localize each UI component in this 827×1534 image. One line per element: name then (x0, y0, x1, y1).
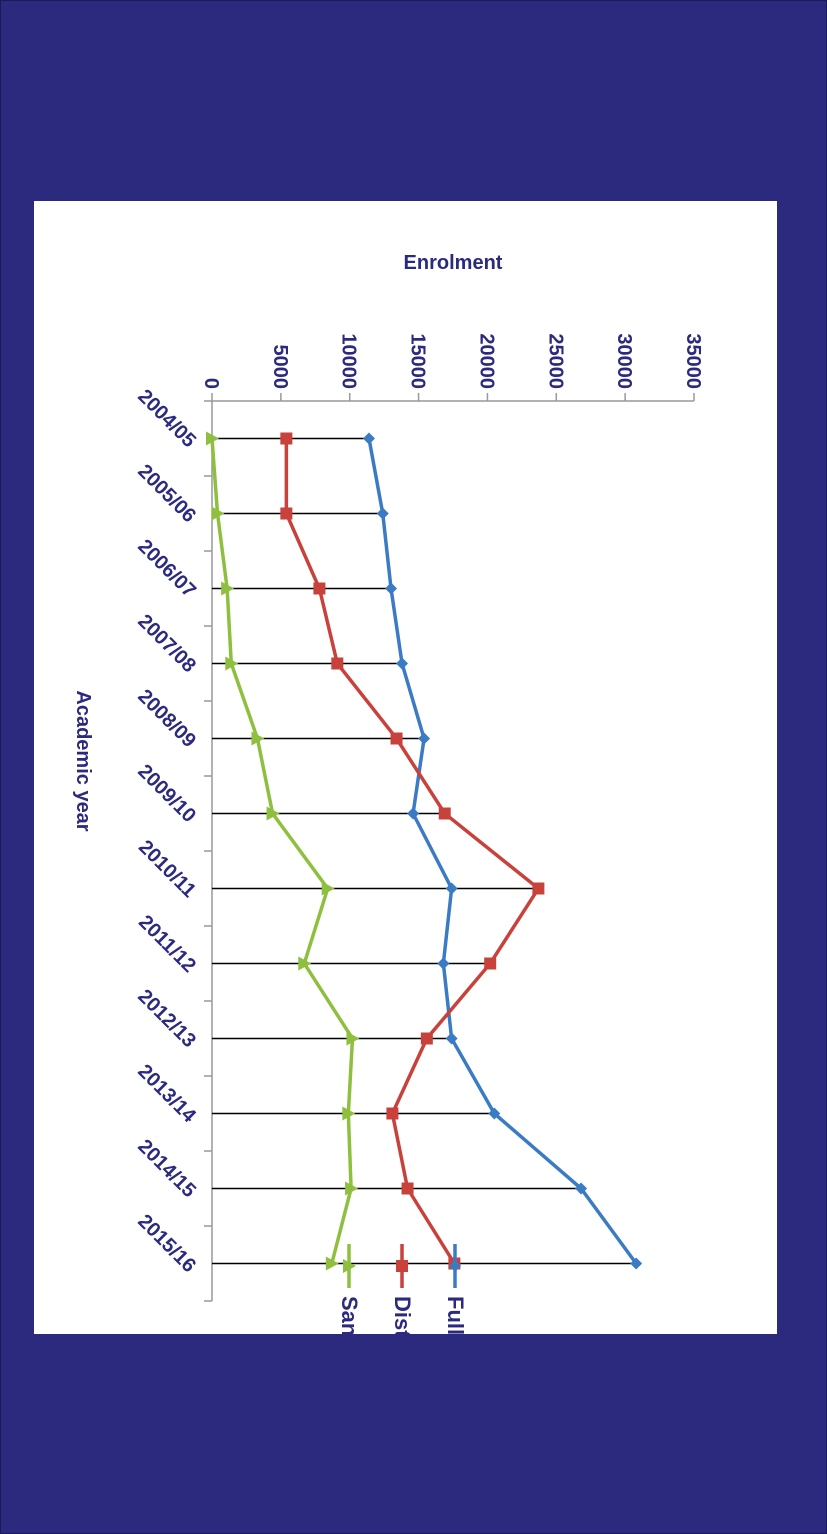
y-axis-title: Enrolment (404, 252, 503, 274)
x-tick-label: 2008/09 (133, 685, 200, 752)
legend-swatch-marker (449, 1260, 461, 1272)
x-tick-label: 2006/07 (133, 535, 200, 602)
legend-item-distance: Distance (390, 1244, 415, 1334)
drop-lines-layer (212, 437, 637, 1265)
series-layer (206, 431, 643, 1271)
data-point-distance (386, 1107, 399, 1120)
x-tick-label: 2011/12 (134, 911, 200, 977)
chart-panel: 0 5000 10000 15000 20000 25000 30000 35000 2004/… (34, 201, 777, 1334)
x-tick-label: 2009/10 (133, 760, 200, 827)
data-point-full-time (385, 582, 398, 595)
axes-layer (204, 393, 695, 1302)
data-point-sandwich (225, 656, 239, 671)
data-point-sandwich (211, 506, 225, 521)
data-point-full-time (437, 957, 450, 970)
data-point-sandwich (345, 1181, 359, 1196)
x-tick-label: 2005/06 (133, 460, 200, 527)
data-point-distance (331, 657, 344, 670)
data-point-full-time (575, 1182, 588, 1195)
x-axis-title: Academic year (72, 690, 94, 831)
y-tick-label: 0 (200, 378, 222, 389)
y-tick-label: 15000 (407, 333, 429, 389)
x-tick-label: 2007/08 (133, 610, 200, 677)
data-point-sandwich (346, 1031, 360, 1046)
series-full-time (362, 432, 643, 1270)
series-distance (280, 432, 545, 1270)
y-tick-label: 10000 (338, 333, 360, 389)
x-tick-label: 2014/15 (133, 1135, 200, 1202)
enrolment-line-chart: 0 5000 10000 15000 20000 25000 30000 35000 2004/… (72, 252, 704, 1334)
legend-swatch-marker (396, 1260, 408, 1272)
y-tick-label: 5000 (269, 345, 291, 390)
legend-item-sandwich: Sandwich (337, 1244, 362, 1334)
chart-rotation-wrapper: 0 5000 10000 15000 20000 25000 30000 35000 2004/… (34, 201, 777, 1334)
data-point-full-time (445, 882, 458, 895)
data-point-distance (280, 507, 293, 520)
data-point-sandwich (206, 431, 219, 446)
data-point-sandwich (298, 956, 312, 971)
data-point-distance (484, 957, 497, 970)
data-point-distance (420, 1032, 433, 1045)
x-tick-label: 2010/11 (134, 836, 200, 902)
legend-swatch-marker (343, 1259, 356, 1273)
x-tick-label: 2012/13 (133, 985, 200, 1052)
y-tick-label: 30000 (613, 333, 635, 389)
data-point-sandwich (221, 581, 235, 596)
data-point-full-time (376, 507, 389, 520)
legend-label: Distance (390, 1296, 415, 1334)
data-point-full-time (418, 732, 431, 745)
y-tick-label: 20000 (475, 333, 497, 389)
data-point-distance (438, 807, 451, 820)
data-point-sandwich (325, 1256, 339, 1271)
series-line-distance (284, 438, 541, 1265)
legend-label: Sandwich (337, 1296, 362, 1334)
data-point-distance (401, 1182, 414, 1195)
legend-label: Full-time (443, 1296, 468, 1334)
y-tick-label: 35000 (682, 333, 704, 389)
y-tick-label: 25000 (544, 333, 566, 389)
data-point-full-time (396, 657, 409, 670)
x-tick-label: 2015/16 (133, 1210, 200, 1277)
x-tick-label: 2004/05 (133, 385, 200, 452)
data-point-full-time (445, 1032, 458, 1045)
series-line-sandwich (210, 438, 355, 1264)
series-sandwich (206, 431, 360, 1271)
data-point-distance (280, 432, 293, 445)
data-point-sandwich (321, 881, 335, 896)
data-point-sandwich (251, 731, 265, 746)
data-point-sandwich (266, 806, 280, 821)
series-line-full-time (367, 438, 638, 1265)
data-point-distance (532, 882, 545, 895)
tick-labels-layer: 0 5000 10000 15000 20000 25000 30000 35000 2004/… (133, 333, 704, 1277)
legend-item-full-time: Full-time (443, 1244, 468, 1334)
x-tick-label: 2013/14 (133, 1060, 200, 1127)
data-point-full-time (407, 807, 420, 820)
data-point-sandwich (342, 1106, 356, 1121)
data-point-full-time (362, 432, 375, 445)
data-point-distance (390, 732, 403, 745)
data-point-full-time (488, 1107, 501, 1120)
legend: Full-time Distance Sandwich (337, 1244, 468, 1334)
data-point-distance (313, 582, 326, 595)
